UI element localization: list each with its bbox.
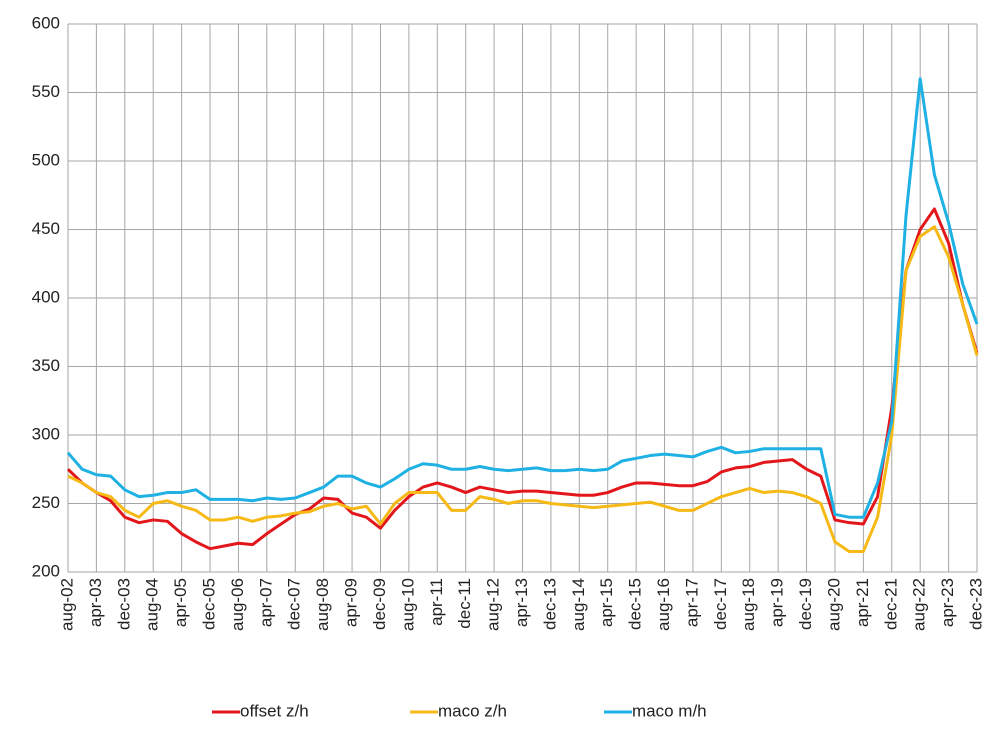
x-tick-label: aug-16: [654, 578, 673, 631]
y-tick-label: 450: [32, 219, 60, 238]
y-tick-label: 200: [32, 561, 60, 580]
x-tick-label: dec-15: [626, 578, 645, 630]
x-tick-label: dec-05: [200, 578, 219, 630]
x-tick-label: aug-04: [143, 578, 162, 631]
y-tick-label: 550: [32, 82, 60, 101]
y-tick-label: 600: [32, 13, 60, 32]
x-tick-label: apr-15: [597, 578, 616, 627]
x-tick-label: aug-08: [313, 578, 332, 631]
x-tick-label: aug-14: [569, 578, 588, 631]
y-tick-label: 300: [32, 424, 60, 443]
x-tick-label: aug-06: [228, 578, 247, 631]
x-tick-label: dec-09: [370, 578, 389, 630]
x-tick-label: dec-23: [966, 578, 985, 630]
x-tick-label: aug-10: [398, 578, 417, 631]
x-tick-label: aug-02: [57, 578, 76, 631]
y-tick-label: 350: [32, 356, 60, 375]
x-tick-label: aug-20: [824, 578, 843, 631]
y-tick-label: 500: [32, 150, 60, 169]
x-tick-label: aug-12: [484, 578, 503, 631]
x-tick-label: dec-17: [711, 578, 730, 630]
x-tick-label: dec-13: [540, 578, 559, 630]
legend-label: offset z/h: [240, 701, 309, 720]
x-tick-label: aug-22: [910, 578, 929, 631]
x-tick-label: apr-03: [86, 578, 105, 627]
series-line: [66, 207, 979, 551]
x-tick-label: apr-09: [342, 578, 361, 627]
x-tick-label: aug-18: [739, 578, 758, 631]
y-tick-label: 250: [32, 493, 60, 512]
x-tick-label: apr-21: [853, 578, 872, 627]
y-tick-label: 400: [32, 287, 60, 306]
x-tick-label: apr-13: [512, 578, 531, 627]
x-tick-label: dec-21: [881, 578, 900, 630]
x-tick-label: dec-19: [796, 578, 815, 630]
legend-label: maco m/h: [632, 701, 707, 720]
series-line: [67, 225, 979, 553]
x-tick-label: apr-23: [938, 578, 957, 627]
x-tick-label: apr-17: [682, 578, 701, 627]
x-tick-label: apr-11: [427, 578, 446, 626]
x-tick-label: apr-05: [171, 578, 190, 627]
x-tick-label: dec-11: [455, 578, 474, 629]
x-tick-label: dec-03: [114, 578, 133, 630]
series-line: [66, 77, 979, 519]
x-tick-label: dec-07: [285, 578, 304, 630]
x-tick-label: apr-07: [256, 578, 275, 627]
legend-label: maco z/h: [438, 701, 507, 720]
x-tick-label: apr-19: [768, 578, 787, 627]
